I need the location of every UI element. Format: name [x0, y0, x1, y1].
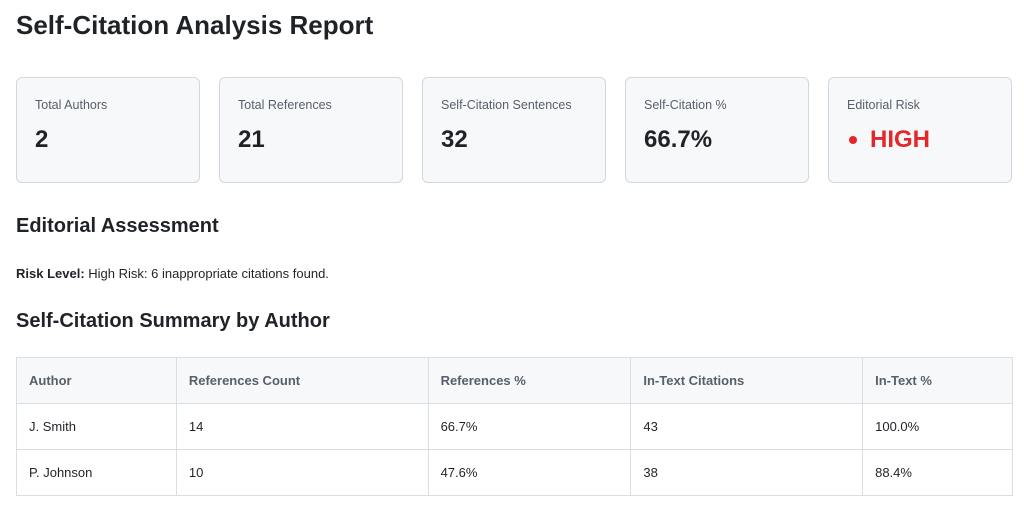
column-header-references-count: References Count	[175, 357, 429, 404]
page-title: Self-Citation Analysis Report	[16, 10, 374, 40]
metric-card-total-authors: Total Authors 2	[16, 77, 200, 183]
metric-value: 32	[441, 126, 468, 153]
editorial-assessment-heading: Editorial Assessment	[16, 215, 219, 237]
metric-value: 21	[238, 126, 265, 153]
metric-card-total-references: Total References 21	[219, 77, 403, 183]
table-row: J. Smith 14 66.7% 43 100.0%	[16, 403, 1013, 450]
metric-value: 2	[35, 126, 49, 153]
cell-references-count: 14	[175, 403, 429, 450]
metric-label: Editorial Risk	[847, 98, 920, 112]
column-header-author: Author	[16, 357, 177, 404]
column-header-in-text-percent: In-Text %	[862, 357, 1013, 404]
cell-in-text-citations: 43	[630, 403, 864, 450]
risk-level-text: HIGH	[870, 126, 930, 153]
risk-level-label: Risk Level:	[16, 266, 85, 281]
metric-card-editorial-risk: Editorial Risk HIGH	[828, 77, 1012, 183]
summary-heading: Self-Citation Summary by Author	[16, 310, 330, 332]
risk-value: HIGH	[847, 126, 993, 154]
cell-references-percent: 66.7%	[427, 403, 632, 450]
cell-author: P. Johnson	[16, 449, 177, 496]
risk-level-description: High Risk: 6 inappropriate citations fou…	[88, 266, 329, 281]
table-header-row: Author References Count References % In-…	[16, 357, 1013, 404]
cell-in-text-percent: 88.4%	[862, 449, 1013, 496]
cell-references-percent: 47.6%	[427, 449, 632, 496]
cell-references-count: 10	[175, 449, 429, 496]
metric-cards: Total Authors 2 Total References 21 Self…	[16, 77, 1012, 183]
metric-label: Self-Citation %	[644, 98, 727, 112]
column-header-in-text-citations: In-Text Citations	[630, 357, 864, 404]
column-header-references-percent: References %	[427, 357, 632, 404]
table-row: P. Johnson 10 47.6% 38 88.4%	[16, 449, 1013, 496]
metric-label: Total Authors	[35, 98, 108, 112]
cell-in-text-percent: 100.0%	[862, 403, 1013, 450]
author-summary-table: Author References Count References % In-…	[16, 357, 1013, 496]
metric-card-self-citation-sentences: Self-Citation Sentences 32	[422, 77, 606, 183]
risk-status-dot-icon	[849, 136, 857, 144]
metric-card-self-citation-percent: Self-Citation % 66.7%	[625, 77, 809, 183]
risk-level-line: Risk Level: High Risk: 6 inappropriate c…	[16, 266, 329, 281]
metric-label: Self-Citation Sentences	[441, 98, 572, 112]
cell-in-text-citations: 38	[630, 449, 864, 496]
metric-value: 66.7%	[644, 126, 713, 153]
metric-label: Total References	[238, 98, 332, 112]
cell-author: J. Smith	[16, 403, 177, 450]
